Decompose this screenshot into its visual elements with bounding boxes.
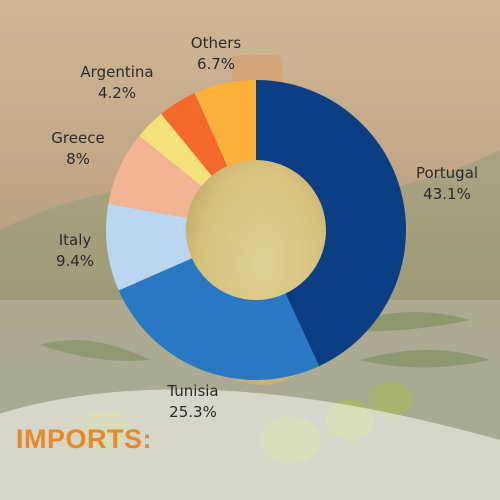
label-greece-value: 8%	[66, 150, 90, 168]
label-argentina-name: Argentina	[80, 63, 153, 81]
label-italy-name: Italy	[59, 231, 92, 249]
label-tunisia-value: 25.3%	[169, 403, 217, 421]
slice-tunisia	[118, 258, 320, 380]
label-portugal-name: Portugal	[416, 164, 478, 182]
label-tunisia-name: Tunisia	[166, 382, 218, 400]
slice-others	[194, 80, 256, 167]
label-portugal-value: 43.1%	[423, 185, 471, 203]
olive-leaf	[360, 350, 490, 368]
slice-greece	[108, 135, 202, 218]
label-others-name: Others	[191, 34, 242, 52]
donut-slices	[106, 80, 407, 380]
slice-unlabeled	[139, 113, 212, 187]
imports-heading: IMPORTS:	[16, 424, 152, 454]
slice-labels: Portugal 43.1% Tunisia 25.3% Italy 9.4% Greece…	[51, 34, 478, 421]
white-wave	[0, 389, 500, 500]
label-others-value: 6.7%	[197, 55, 235, 73]
label-greece-name: Greece	[51, 129, 104, 147]
olive-leaf	[40, 340, 150, 361]
slice-portugal	[256, 80, 407, 367]
label-italy-value: 9.4%	[56, 252, 94, 270]
slice-italy	[106, 203, 192, 291]
label-argentina-value: 4.2%	[98, 84, 136, 102]
slice-argentina	[161, 93, 228, 176]
olive	[368, 382, 412, 418]
